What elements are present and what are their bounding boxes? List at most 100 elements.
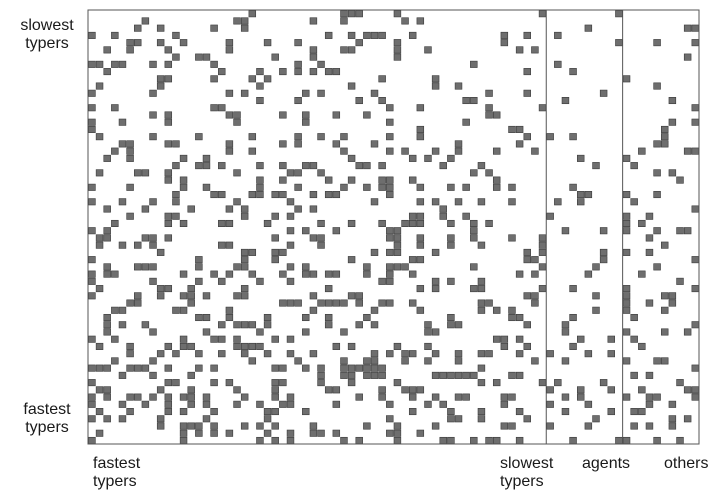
matrix-cell (347, 10, 356, 18)
matrix-cell (340, 46, 348, 54)
matrix-cell (447, 277, 455, 285)
matrix-cell (378, 176, 386, 184)
matrix-cell (103, 386, 111, 394)
matrix-cell (340, 299, 348, 307)
matrix-cell (218, 241, 226, 249)
matrix-cell (225, 205, 234, 213)
matrix-cell (668, 169, 677, 177)
matrix-cell (363, 162, 371, 170)
matrix-cell (88, 400, 96, 408)
matrix-cell (592, 292, 600, 300)
matrix-cell (179, 292, 188, 300)
matrix-cell (386, 227, 394, 235)
matrix-cell (599, 256, 608, 264)
matrix-cell (126, 147, 134, 155)
matrix-cell (378, 277, 386, 285)
matrix-cell (240, 342, 249, 350)
matrix-cell (454, 415, 463, 423)
matrix-cell (386, 147, 394, 155)
matrix-cell (210, 429, 218, 437)
matrix-cell (569, 183, 577, 191)
matrix-cell (195, 133, 203, 141)
matrix-cell (233, 198, 241, 206)
matrix-cell (538, 379, 547, 387)
matrix-cell (103, 68, 111, 76)
matrix-cell (111, 357, 119, 365)
matrix-cell (584, 422, 593, 430)
matrix-cell (576, 393, 585, 401)
matrix-cell (240, 422, 249, 430)
matrix-cell (378, 97, 386, 105)
matrix-cell (141, 169, 150, 177)
matrix-cell (118, 400, 127, 408)
matrix-cell (492, 335, 501, 343)
matrix-cell (653, 227, 661, 235)
matrix-cell (668, 118, 677, 126)
matrix-cell (638, 219, 646, 228)
matrix-cell (233, 321, 241, 329)
matrix-cell (309, 234, 318, 242)
matrix-cell (324, 191, 333, 199)
matrix-cell (111, 270, 119, 278)
matrix-cell (149, 263, 157, 271)
matrix-cell (111, 31, 119, 39)
matrix-cell (340, 147, 348, 155)
matrix-cell (401, 17, 409, 25)
matrix-cell (424, 321, 432, 329)
matrix-cell (156, 350, 165, 358)
matrix-cell (622, 436, 631, 444)
matrix-cell (386, 118, 394, 126)
matrix-cell (355, 436, 363, 444)
matrix-cell (615, 10, 623, 18)
matrix-cell (370, 357, 379, 365)
matrix-cell (431, 350, 440, 358)
matrix-cell (141, 205, 150, 213)
matrix-cell (240, 205, 249, 213)
matrix-cell (286, 429, 295, 437)
matrix-cell (286, 400, 295, 408)
matrix-cell (347, 364, 356, 372)
matrix-cell (378, 219, 386, 228)
matrix-cell (187, 422, 195, 430)
matrix-cell (263, 313, 272, 322)
matrix-cell (584, 191, 593, 199)
matrix-cell (149, 393, 157, 401)
matrix-cell (668, 299, 677, 307)
matrix-cell (256, 436, 264, 444)
matrix-cell (347, 256, 356, 264)
matrix-cell (584, 24, 593, 32)
matrix-cell (202, 154, 211, 162)
matrix-cell (164, 234, 173, 242)
matrix-cell (393, 46, 402, 54)
matrix-frame (87, 9, 700, 445)
matrix-cell (88, 415, 96, 423)
matrix-cell (218, 277, 226, 285)
matrix-cell (134, 364, 142, 372)
matrix-cell (401, 357, 409, 365)
matrix-cell (126, 408, 134, 416)
matrix-cell (370, 350, 379, 358)
matrix-cell (492, 379, 501, 387)
matrix-cell (378, 393, 386, 401)
matrix-cell (462, 371, 470, 379)
matrix-cell (88, 31, 96, 39)
matrix-cell (179, 422, 188, 430)
matrix-cell (416, 212, 425, 220)
matrix-cell (386, 415, 394, 423)
matrix-cell (638, 270, 646, 278)
matrix-cell (676, 277, 684, 285)
matrix-cell (164, 219, 173, 228)
matrix-cell (492, 111, 501, 119)
matrix-cell (347, 176, 356, 184)
matrix-cell (622, 292, 631, 300)
matrix-cell (645, 422, 654, 430)
matrix-cell (615, 39, 623, 47)
matrix-cell (172, 306, 180, 314)
matrix-cell (515, 408, 524, 416)
matrix-cell (622, 357, 631, 365)
matrix-cell (500, 400, 509, 408)
matrix-cell (187, 400, 195, 408)
matrix-cell (515, 140, 524, 148)
matrix-cell (332, 140, 341, 148)
matrix-cell (156, 285, 165, 293)
